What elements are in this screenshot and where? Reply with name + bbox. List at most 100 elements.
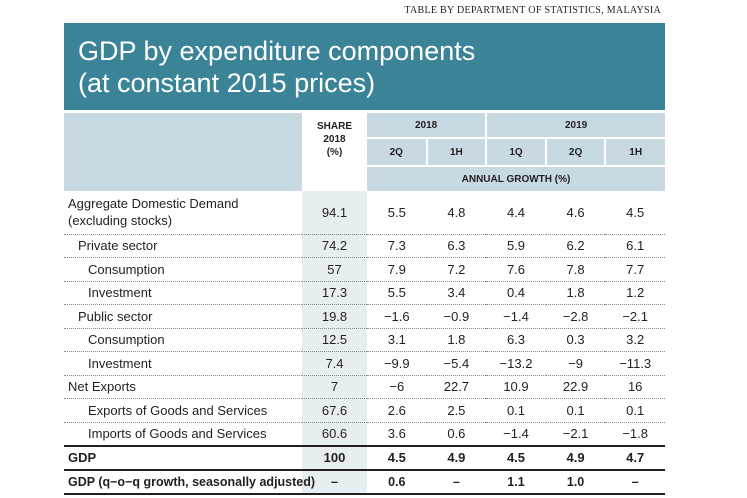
value-cell: 7.7 <box>605 257 665 282</box>
period-header: 2Q <box>367 137 427 166</box>
row-label: Investment <box>64 351 302 376</box>
value-cell: 3.2 <box>605 328 665 352</box>
label-column-header <box>64 113 302 191</box>
year-2018-header: 2018 <box>367 113 487 138</box>
share-cell: 60.6 <box>302 422 367 446</box>
value-cell: 3.6 <box>367 422 427 446</box>
value-cell: 4.7 <box>605 444 665 471</box>
row-label: Private sector <box>64 234 302 258</box>
share-cell: 12.5 <box>302 328 367 352</box>
share-cell: 57 <box>302 257 367 282</box>
value-cell: 1.1 <box>486 469 546 495</box>
value-cell: 5.5 <box>367 191 427 235</box>
value-cell: 4.5 <box>367 444 427 471</box>
row-label: GDP (q−o−q growth, seasonally adjusted) <box>64 469 315 495</box>
period-header: 1Q <box>485 137 546 166</box>
table-row: Consumption 57 7.9 7.2 7.6 7.8 7.7 <box>64 257 665 282</box>
table-header: SHARE 2018 (%) 2018 2019 2Q 1H 1Q 2Q 1H … <box>64 113 665 191</box>
value-cell: 10.9 <box>486 375 546 399</box>
value-cell: −11.3 <box>605 351 665 376</box>
share-header-line-2: 2018 <box>323 134 346 145</box>
table-row-gdp-qoq: GDP (q−o−q growth, seasonally adjusted) … <box>64 469 665 495</box>
value-cell: −0.9 <box>426 304 487 329</box>
value-cell: 6.3 <box>426 234 487 258</box>
value-cell: 4.9 <box>545 444 606 471</box>
value-cell: −1.8 <box>605 422 665 446</box>
share-header-spacer <box>302 166 367 191</box>
value-cell: −2.1 <box>545 422 606 446</box>
row-label: Consumption <box>64 328 302 352</box>
value-cell: 4.8 <box>426 191 487 235</box>
table-row: Net Exports 7 −6 22.7 10.9 22.9 16 <box>64 375 665 399</box>
value-cell: 1.0 <box>545 469 606 495</box>
value-cell: 7.9 <box>367 257 427 282</box>
row-label: Public sector <box>64 304 302 329</box>
value-cell: 0.3 <box>545 328 606 352</box>
value-cell: – <box>605 469 665 495</box>
row-label: Net Exports <box>64 375 302 399</box>
value-cell: 0.1 <box>605 398 665 423</box>
value-cell: 0.4 <box>486 281 546 305</box>
title-line-2: (at constant 2015 prices) <box>78 68 376 98</box>
value-cell: 0.6 <box>367 469 427 495</box>
share-cell: 17.3 <box>302 281 367 305</box>
table-row: Public sector 19.8 −1.6 −0.9 −1.4 −2.8 −… <box>64 304 665 329</box>
value-cell: 3.4 <box>426 281 487 305</box>
value-cell: 2.5 <box>426 398 487 423</box>
value-cell: −2.8 <box>545 304 606 329</box>
row-label: Exports of Goods and Services <box>64 398 302 423</box>
share-cell: 94.1 <box>302 191 367 235</box>
share-column-header: SHARE 2018 (%) <box>302 113 367 166</box>
value-cell: 5.5 <box>367 281 427 305</box>
table-row: Private sector 74.2 7.3 6.3 5.9 6.2 6.1 <box>64 234 665 258</box>
share-cell: 7.4 <box>302 351 367 376</box>
share-cell: 19.8 <box>302 304 367 329</box>
value-cell: 0.6 <box>426 422 487 446</box>
value-cell: 5.9 <box>486 234 546 258</box>
period-header: 1H <box>425 137 487 166</box>
share-cell: 67.6 <box>302 398 367 423</box>
share-cell: 7 <box>302 375 367 399</box>
period-header: 2Q <box>544 137 606 166</box>
value-cell: −9.9 <box>367 351 427 376</box>
title-line-1: GDP by expenditure components <box>78 36 476 66</box>
value-cell: 7.3 <box>367 234 427 258</box>
value-cell: 22.9 <box>545 375 606 399</box>
value-cell: 7.8 <box>545 257 606 282</box>
value-cell: 16 <box>605 375 665 399</box>
row-label-line-1: Aggregate Domestic Demand <box>68 196 239 212</box>
value-cell: −13.2 <box>486 351 546 376</box>
row-label-line-2: (excluding stocks) <box>68 213 173 229</box>
value-cell: 6.3 <box>486 328 546 352</box>
value-cell: 0.1 <box>486 398 546 423</box>
share-header-line-1: SHARE <box>316 121 352 132</box>
table-source-credit: TABLE BY DEPARTMENT OF STATISTICS, MALAY… <box>404 5 661 16</box>
year-2019-header: 2019 <box>485 113 665 138</box>
row-label: Investment <box>64 281 302 305</box>
value-cell: 4.5 <box>486 444 546 471</box>
table-row: Investment 7.4 −9.9 −5.4 −13.2 −9 −11.3 <box>64 351 665 376</box>
value-cell: 22.7 <box>426 375 487 399</box>
gdp-table: SHARE 2018 (%) 2018 2019 2Q 1H 1Q 2Q 1H … <box>64 113 665 495</box>
table-row-gdp: GDP 100 4.5 4.9 4.5 4.9 4.7 <box>64 444 665 471</box>
value-cell: −9 <box>545 351 606 376</box>
share-header-line-3: (%) <box>326 147 343 158</box>
share-cell: 74.2 <box>302 234 367 258</box>
table-row: Imports of Goods and Services 60.6 3.6 0… <box>64 422 665 446</box>
value-cell: −1.6 <box>367 304 427 329</box>
value-cell: 4.9 <box>426 444 487 471</box>
table-row: Consumption 12.5 3.1 1.8 6.3 0.3 3.2 <box>64 328 665 352</box>
value-cell: 3.1 <box>367 328 427 352</box>
row-label: Aggregate Domestic Demand (excluding sto… <box>64 191 302 235</box>
value-cell: −5.4 <box>426 351 487 376</box>
table-row: Aggregate Domestic Demand (excluding sto… <box>64 191 665 235</box>
value-cell: 6.2 <box>545 234 606 258</box>
row-label: Imports of Goods and Services <box>64 422 302 446</box>
value-cell: 0.1 <box>545 398 606 423</box>
title-banner: GDP by expenditure components (at consta… <box>64 23 665 110</box>
value-cell: 1.8 <box>426 328 487 352</box>
value-cell: 6.1 <box>605 234 665 258</box>
row-label: GDP <box>64 444 302 471</box>
table-row: Exports of Goods and Services 67.6 2.6 2… <box>64 398 665 423</box>
value-cell: 2.6 <box>367 398 427 423</box>
